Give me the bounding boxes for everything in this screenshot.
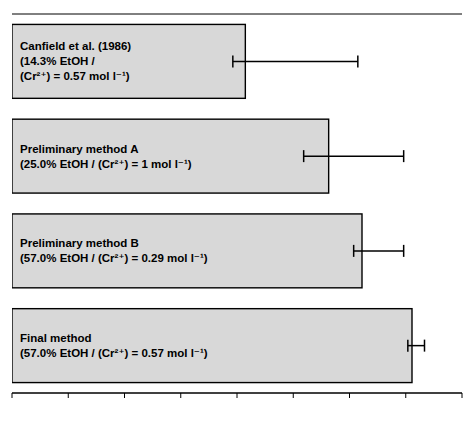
x-tick xyxy=(349,393,350,398)
category-label: (Cr²⁺) = 0.57 mol l⁻¹) xyxy=(20,70,130,82)
error-bar xyxy=(354,245,404,257)
x-tick xyxy=(293,393,294,398)
x-tick xyxy=(237,393,238,398)
category-label: Preliminary method B xyxy=(20,237,139,249)
category-label: Final method xyxy=(20,332,92,344)
bar xyxy=(12,309,412,383)
x-tick xyxy=(462,393,463,398)
category-label: (25.0% EtOH / (Cr²⁺) = 1 mol l⁻¹) xyxy=(20,158,192,170)
bar xyxy=(12,119,329,193)
category-label: (14.3% EtOH / xyxy=(20,55,96,67)
x-tick xyxy=(180,393,181,398)
x-tick xyxy=(405,393,406,398)
category-label: Preliminary method A xyxy=(20,143,138,155)
category-label: (57.0% EtOH / (Cr²⁺) = 0.57 mol l⁻¹) xyxy=(20,347,208,359)
plot-area xyxy=(12,24,425,382)
bar xyxy=(12,24,245,98)
labels: Canfield et al. (1986) (14.3% EtOH / (Cr²⁺… xyxy=(20,40,208,359)
category-label: Canfield et al. (1986) xyxy=(20,40,131,52)
error-bar xyxy=(408,340,425,352)
x-tick xyxy=(12,393,13,398)
x-tick xyxy=(124,393,125,398)
top-border xyxy=(12,14,462,15)
chart: Canfield et al. (1986) (14.3% EtOH / (Cr²⁺… xyxy=(0,0,474,423)
bar xyxy=(12,214,362,288)
x-tick xyxy=(68,393,69,398)
category-label: (57.0% EtOH / (Cr²⁺) = 0.29 mol l⁻¹) xyxy=(20,252,208,264)
error-bar xyxy=(304,150,404,162)
chart-container: Canfield et al. (1986) (14.3% EtOH / (Cr²⁺… xyxy=(0,0,474,423)
error-bar xyxy=(233,55,358,67)
